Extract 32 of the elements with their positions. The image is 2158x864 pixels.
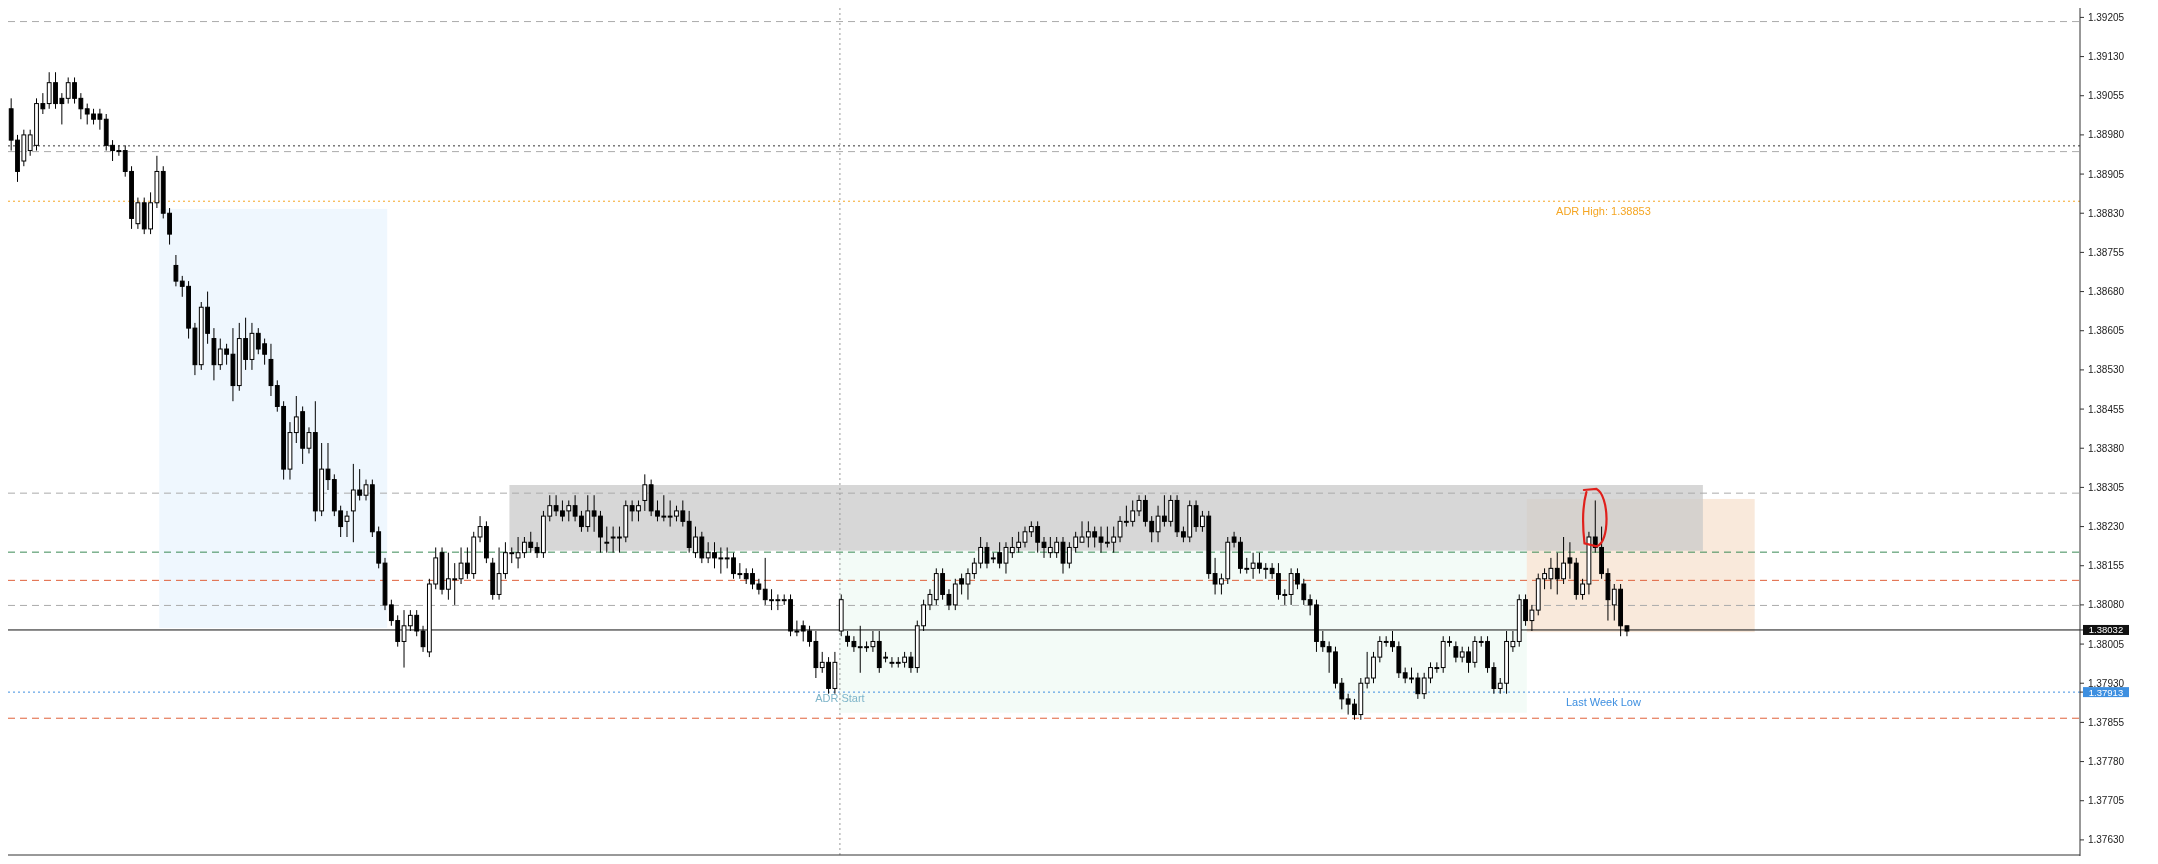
y-tick-label: 1.38455 xyxy=(2087,403,2125,415)
candlestick xyxy=(642,473,648,512)
candlestick xyxy=(889,656,895,669)
y-tick-label: 1.38005 xyxy=(2087,638,2125,650)
candlestick xyxy=(1453,640,1459,663)
y-tick-label: 1.37913 xyxy=(2088,686,2124,698)
ref-line-label: Last Week Low xyxy=(1565,696,1641,709)
y-tick-label: 1.37630 xyxy=(2087,834,2125,846)
y-tick-label: 1.37930 xyxy=(2087,677,2125,689)
y-tick-label: 1.39205 xyxy=(2087,11,2125,23)
y-tick-label: 1.38080 xyxy=(2087,599,2125,611)
y-tick-label: 1.37780 xyxy=(2087,756,2125,768)
candlestick xyxy=(173,254,179,287)
y-tick-label: 1.38380 xyxy=(2087,442,2125,454)
y-tick-label: 1.38905 xyxy=(2087,168,2125,180)
ref-line-label: ADR High: 1.38853 xyxy=(1556,205,1651,218)
y-tick-label: 1.38032 xyxy=(2088,624,2124,636)
y-tick-label: 1.38230 xyxy=(2087,521,2125,533)
y-tick-label: 1.38680 xyxy=(2087,286,2125,298)
candlestick xyxy=(604,526,610,554)
y-tick-label: 1.38755 xyxy=(2087,246,2125,258)
y-tick-label: 1.38155 xyxy=(2087,560,2125,572)
y-tick-label: 1.37705 xyxy=(2087,795,2125,807)
y-tick-label: 1.38830 xyxy=(2087,207,2125,219)
y-tick-label: 1.38305 xyxy=(2087,481,2125,493)
y-tick-label: 1.37855 xyxy=(2087,716,2125,728)
y-tick-label: 1.39130 xyxy=(2087,51,2125,63)
y-tick-label: 1.38980 xyxy=(2087,129,2125,141)
y-tick-label: 1.38605 xyxy=(2087,325,2125,337)
annotation: ADR Start xyxy=(815,691,865,704)
y-tick-label: 1.38530 xyxy=(2087,364,2125,376)
y-tick-label: 1.39055 xyxy=(2087,90,2125,102)
